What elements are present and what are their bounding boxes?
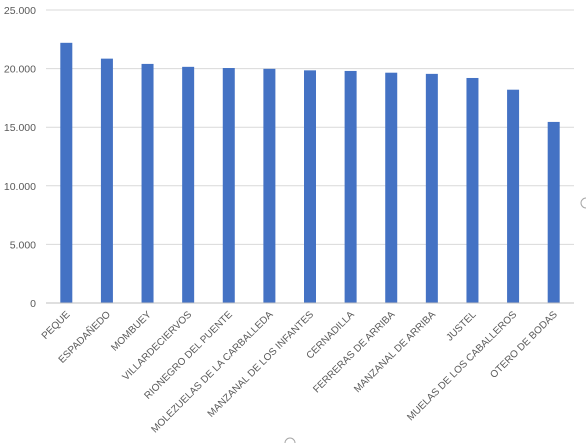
y-tick-label: 15.000	[4, 122, 36, 134]
bar	[466, 77, 479, 303]
y-tick-label: 20.000	[4, 64, 36, 76]
bar	[100, 58, 113, 303]
y-tick-label: 10.000	[4, 181, 36, 193]
y-tick-label: 5.000	[10, 239, 36, 251]
x-category-label: FERRERAS DE ARRIBA	[311, 309, 397, 395]
x-category-label: VILLARDECIERVOS	[121, 309, 195, 383]
x-category-label: JUSTEL	[444, 309, 478, 343]
bar	[425, 73, 438, 304]
bar	[304, 70, 316, 303]
x-category-label: MOMBUEY	[109, 309, 154, 354]
bar	[385, 72, 398, 304]
bar	[182, 66, 195, 303]
bar	[547, 121, 560, 304]
x-axis-category-labels: PEQUEESPADAÑEDOMOMBUEYVILLARDECIERVOSRIO…	[40, 308, 560, 436]
x-category-label: MANZANAL DE ARRIBA	[352, 309, 438, 395]
bar	[344, 70, 357, 303]
x-category-label: OTERO DE BODAS	[488, 309, 560, 381]
bars	[60, 42, 560, 304]
y-tick-label: 0	[30, 298, 36, 310]
y-axis-tick-labels: 0 5.000 10.000 15.000 20.000 25.000	[4, 5, 36, 310]
bar	[141, 63, 154, 303]
y-tick-label: 25.000	[4, 5, 36, 17]
chart-edge-handle-right	[580, 197, 586, 209]
bar	[60, 42, 73, 303]
chart-edge-handle-bottom	[284, 437, 296, 443]
bar	[507, 89, 520, 303]
bar	[222, 68, 235, 303]
x-category-label: PEQUE	[40, 309, 73, 342]
bar	[263, 68, 276, 303]
